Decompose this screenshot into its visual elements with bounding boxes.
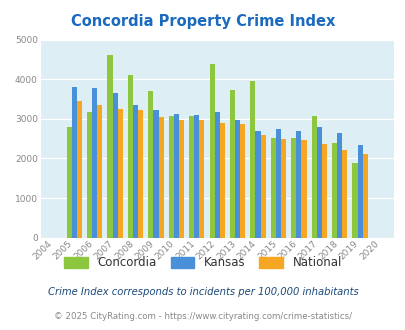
Bar <box>352 163 357 238</box>
Bar <box>209 64 214 238</box>
Bar <box>138 110 143 238</box>
Legend: Concordia, Kansas, National: Concordia, Kansas, National <box>59 252 346 274</box>
Bar <box>311 116 316 238</box>
Bar <box>77 101 82 238</box>
Bar <box>133 105 138 238</box>
Bar <box>362 154 367 238</box>
Bar <box>229 90 234 238</box>
Bar <box>240 124 245 238</box>
Text: Concordia Property Crime Index: Concordia Property Crime Index <box>70 14 335 29</box>
Bar <box>341 150 347 238</box>
Bar <box>92 88 97 238</box>
Bar <box>280 139 286 238</box>
Bar <box>296 131 301 238</box>
Bar <box>179 120 183 238</box>
Text: © 2025 CityRating.com - https://www.cityrating.com/crime-statistics/: © 2025 CityRating.com - https://www.city… <box>54 312 351 321</box>
Bar <box>234 119 240 238</box>
Text: Crime Index corresponds to incidents per 100,000 inhabitants: Crime Index corresponds to incidents per… <box>47 287 358 297</box>
Bar <box>260 135 265 238</box>
Bar <box>153 110 158 238</box>
Bar <box>357 145 362 238</box>
Bar <box>255 131 260 238</box>
Bar <box>301 140 306 238</box>
Bar <box>97 105 102 238</box>
Bar <box>214 113 219 238</box>
Bar <box>219 123 224 238</box>
Bar <box>316 127 321 238</box>
Bar <box>173 115 179 238</box>
Bar <box>107 55 112 238</box>
Bar <box>66 127 72 238</box>
Bar <box>290 138 296 238</box>
Bar <box>270 138 275 238</box>
Bar <box>194 115 199 238</box>
Bar <box>189 115 194 238</box>
Bar <box>168 115 173 238</box>
Bar <box>128 75 133 238</box>
Bar <box>117 109 122 238</box>
Bar <box>331 143 336 238</box>
Bar <box>148 91 153 238</box>
Bar <box>158 117 163 238</box>
Bar <box>275 129 280 238</box>
Bar <box>321 144 326 238</box>
Bar <box>199 120 204 238</box>
Bar <box>87 112 92 238</box>
Bar <box>112 93 117 238</box>
Bar <box>250 81 255 238</box>
Bar <box>72 87 77 238</box>
Bar <box>336 133 341 238</box>
